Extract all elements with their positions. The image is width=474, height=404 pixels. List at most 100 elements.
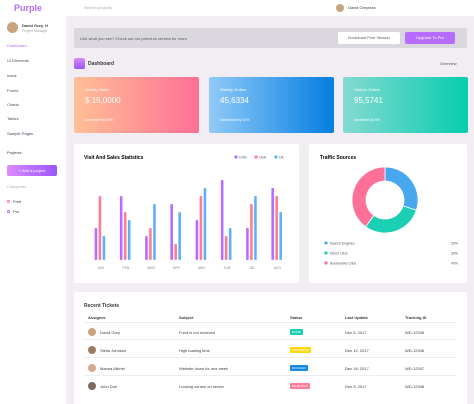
menu-item[interactable]: UI Elements bbox=[7, 58, 29, 63]
bar bbox=[228, 228, 232, 260]
legend-value: 30% bbox=[451, 241, 458, 245]
status-badge: PROGRESS bbox=[290, 347, 312, 353]
bar bbox=[250, 204, 253, 260]
bar bbox=[224, 236, 228, 260]
bar bbox=[174, 244, 177, 260]
status-badge: ON HOLD bbox=[290, 365, 308, 371]
legend-value: 40% bbox=[451, 261, 458, 265]
search-box[interactable]: Search projects bbox=[84, 5, 112, 10]
table-cell: John Doe bbox=[100, 384, 118, 389]
avatar bbox=[336, 4, 344, 12]
donut-slice bbox=[365, 205, 417, 234]
table-cell: Dec 3, 2017 bbox=[345, 384, 367, 389]
status-badge: DONE bbox=[290, 329, 303, 335]
card-note: Decreased by 10% bbox=[220, 118, 250, 122]
bar bbox=[246, 228, 249, 260]
table-cell: Dec 5, 2017 bbox=[345, 330, 367, 335]
bar bbox=[254, 196, 257, 260]
page-title: Dashboard bbox=[88, 61, 115, 67]
donut-slice bbox=[351, 166, 386, 228]
legend-value: 30% bbox=[451, 251, 458, 255]
donut-slice bbox=[384, 166, 419, 211]
bar bbox=[153, 204, 156, 260]
category-item[interactable]: Free bbox=[13, 199, 22, 204]
table-title: Recent Tickets bbox=[84, 303, 120, 309]
table-cell: WD-12345 bbox=[405, 330, 425, 335]
bar bbox=[149, 228, 152, 260]
table-header: Assignee bbox=[88, 315, 106, 320]
menu-item[interactable]: Projects bbox=[7, 150, 22, 155]
table-cell: Stella Johnson bbox=[100, 348, 127, 353]
menu-item[interactable]: Icons bbox=[7, 73, 17, 78]
table-cell: Dec 12, 2017 bbox=[345, 348, 369, 353]
avatar bbox=[88, 364, 96, 372]
bar bbox=[271, 188, 274, 260]
bar bbox=[178, 212, 181, 260]
legend-label: Direct Click bbox=[330, 251, 348, 255]
table-cell: Loosing control on server bbox=[179, 384, 224, 389]
topbar-user[interactable]: David Greymax bbox=[348, 5, 376, 10]
menu-item[interactable]: Tables bbox=[7, 116, 19, 121]
legend-label: UK bbox=[279, 156, 285, 160]
table-header: Subject bbox=[179, 315, 194, 320]
card-note: Increased by 60% bbox=[85, 118, 114, 122]
menu-item[interactable]: Charts bbox=[7, 102, 19, 107]
legend-swatch bbox=[234, 155, 238, 159]
chart-title: Traffic Sources bbox=[320, 155, 356, 161]
download-button[interactable]: Download Free Version bbox=[338, 32, 400, 44]
menu-item[interactable]: Forms bbox=[7, 88, 19, 93]
legend-label: Search Engines bbox=[330, 241, 355, 245]
table-rule bbox=[84, 322, 457, 323]
bar bbox=[220, 180, 224, 260]
table-cell: WD-12348 bbox=[405, 384, 425, 389]
stat-card bbox=[209, 77, 334, 133]
legend-swatch bbox=[324, 261, 328, 265]
menu-item[interactable]: Sample Pages bbox=[7, 131, 34, 136]
bar bbox=[145, 236, 148, 260]
user-name: David Grey. H bbox=[22, 23, 48, 28]
bar bbox=[203, 188, 207, 260]
upgrade-button[interactable]: Upgrade To Pro bbox=[405, 32, 455, 44]
table-cell: David Grey bbox=[100, 330, 121, 335]
legend-swatch bbox=[254, 155, 258, 159]
legend-swatch bbox=[324, 241, 328, 245]
avatar bbox=[88, 382, 96, 390]
card-title: Weekly Orders bbox=[220, 87, 247, 92]
logo[interactable]: Purple bbox=[14, 3, 43, 13]
add-project-button[interactable]: + Add a project bbox=[7, 165, 57, 176]
card-value: 95,5741 bbox=[354, 96, 383, 105]
x-tick-label: AUG bbox=[274, 266, 282, 270]
user-role: Project Manager bbox=[22, 29, 48, 33]
card-title: Visitors Online bbox=[354, 87, 380, 92]
category-dot bbox=[7, 210, 10, 213]
table-header: Status bbox=[290, 315, 303, 320]
bar bbox=[123, 212, 127, 260]
x-tick-label: MAY bbox=[198, 266, 206, 270]
table-header: Tracking ID bbox=[405, 315, 427, 320]
table-cell: Fund is not recieved bbox=[179, 330, 216, 335]
chart-title: Visit And Sales Statistics bbox=[84, 155, 144, 161]
card-value: $ 15,0000 bbox=[85, 96, 121, 105]
stat-card bbox=[74, 77, 199, 133]
card-title: Weekly Sales bbox=[85, 87, 110, 92]
avatar bbox=[88, 346, 96, 354]
bar bbox=[199, 196, 203, 260]
legend-label: CHN bbox=[239, 156, 247, 160]
legend-swatch bbox=[274, 155, 278, 159]
bar bbox=[279, 212, 282, 260]
sidebar bbox=[0, 16, 66, 404]
category-item[interactable]: Pro bbox=[13, 209, 20, 214]
x-tick-label: APR bbox=[173, 266, 181, 270]
bar bbox=[195, 220, 199, 260]
table-cell: Dec 16, 2017 bbox=[345, 366, 369, 371]
banner-text: Like what you see? Check out our premium… bbox=[80, 36, 189, 41]
bar bbox=[94, 228, 98, 260]
menu-item[interactable]: Dashboard bbox=[7, 43, 27, 48]
table-cell: WD-12346 bbox=[405, 348, 425, 353]
avatar bbox=[88, 328, 96, 336]
overview-link[interactable]: Overview bbox=[440, 61, 457, 66]
table-rule bbox=[84, 375, 457, 376]
card-value: 45,6334 bbox=[220, 96, 249, 105]
table-rule bbox=[84, 339, 457, 340]
